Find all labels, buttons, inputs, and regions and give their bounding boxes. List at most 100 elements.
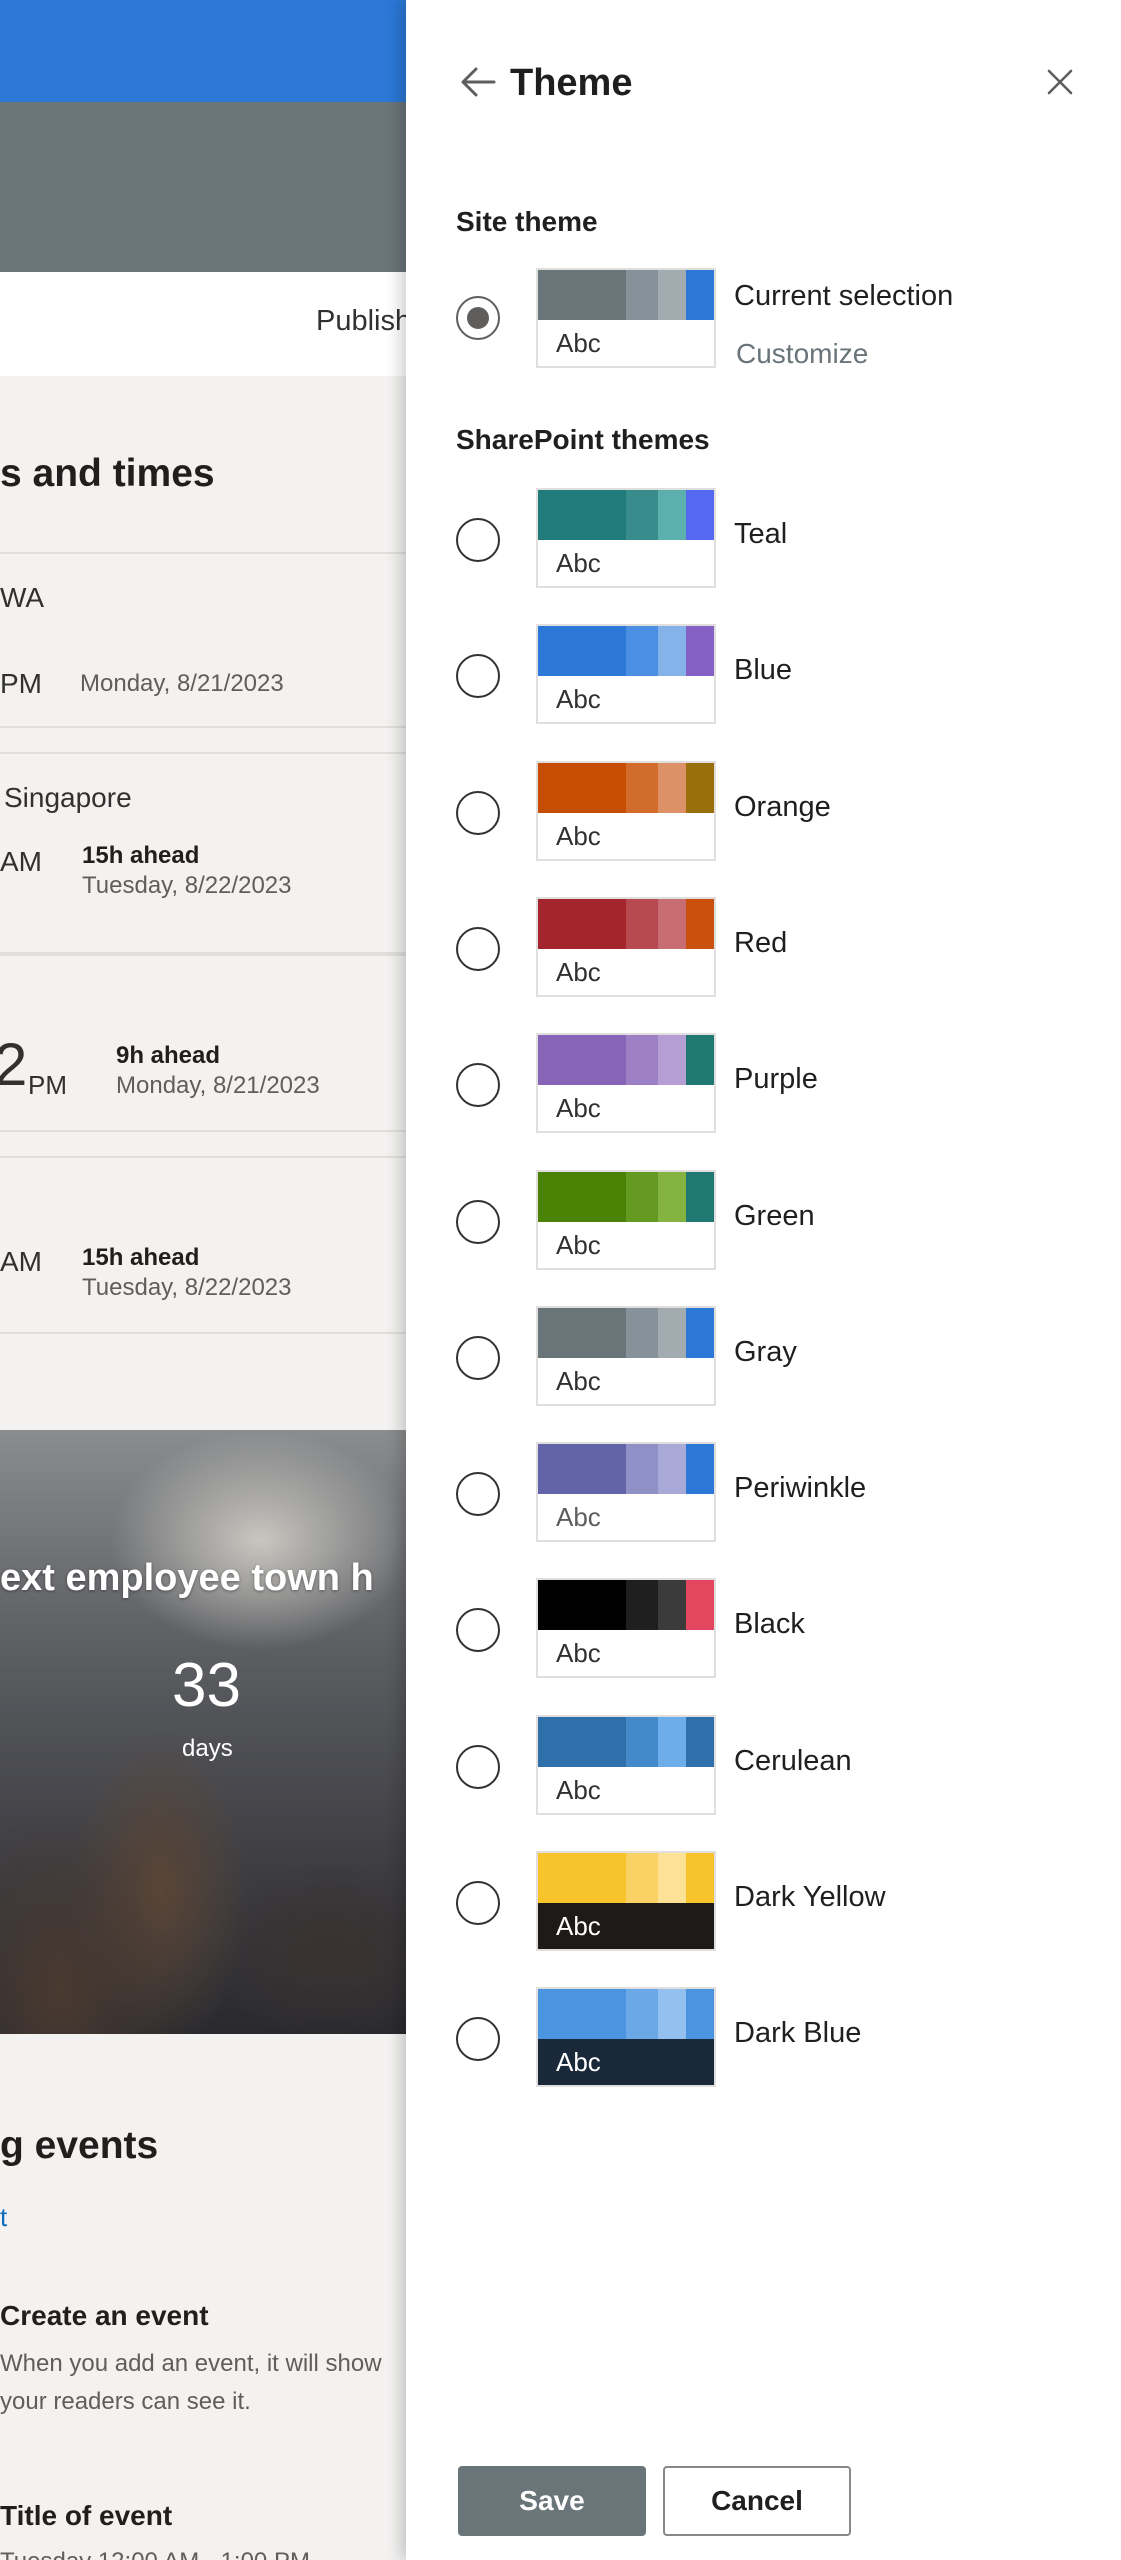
swatch-color [626,899,658,949]
timezone-card [0,954,406,1132]
swatch-sample-text: Abc [538,1085,714,1131]
swatch-color [686,1172,714,1222]
theme-radio[interactable] [456,1063,500,1107]
theme-radio[interactable] [456,1472,500,1516]
customize-link[interactable]: Customize [736,338,869,369]
countdown-hero-image [0,1430,406,2034]
theme-name: Cerulean [734,1745,852,1777]
theme-name: Dark Yellow [734,1881,886,1913]
theme-radio[interactable] [456,1881,500,1925]
theme-swatch: Abc [536,1851,716,1951]
countdown-title: ext employee town h [0,1557,374,1599]
world-clock-heading: s and times [0,452,215,495]
timezone-offset: 9h ahead [116,1042,221,1069]
timezone-date: Monday, 8/21/2023 [80,670,284,697]
theme-option-dark-yellow[interactable]: Abc Dark Yellow [456,1851,1056,1951]
theme-option-dark-blue[interactable]: Abc Dark Blue [456,1987,1056,2087]
swatch-color [658,490,686,540]
theme-option-red[interactable]: Abc Red [456,897,1056,997]
theme-name: Black [734,1608,805,1640]
theme-name: Green [734,1200,815,1232]
swatch-colors [538,1717,714,1767]
theme-option-black[interactable]: Abc Black [456,1578,1056,1678]
swatch-color [626,1717,658,1767]
timezone-ampm: PM [28,1070,67,1100]
swatch-color [658,1444,686,1494]
swatch-color [626,1853,658,1903]
timezone-date: Tuesday, 8/22/2023 [82,872,292,899]
timezone-offset: 15h ahead [82,842,200,869]
close-button[interactable] [1040,62,1080,102]
swatch-color [538,1172,626,1222]
swatch-color [626,1580,658,1630]
theme-swatch: Abc [536,1033,716,1133]
theme-radio[interactable] [456,1200,500,1244]
swatch-color [686,899,714,949]
theme-name: Purple [734,1063,818,1095]
swatch-color [658,1989,686,2039]
swatch-sample-text: Abc [538,1903,714,1949]
swatch-sample-text: Abc [538,949,714,995]
publish-button[interactable]: Publish [316,305,406,337]
swatch-color [686,270,714,320]
theme-name: Dark Blue [734,2017,862,2049]
suite-bar [0,0,406,102]
swatch-colors [538,626,714,676]
back-button[interactable] [456,60,500,104]
theme-radio[interactable] [456,296,500,340]
theme-option-cerulean[interactable]: Abc Cerulean [456,1715,1056,1815]
theme-radio[interactable] [456,927,500,971]
timezone-city: WA [0,582,45,613]
events-see-all-link[interactable]: t [0,2202,8,2232]
swatch-sample-text: Abc [538,540,714,586]
swatch-colors [538,1444,714,1494]
theme-swatch: Abc [536,1442,716,1542]
theme-radio[interactable] [456,654,500,698]
swatch-color [686,1989,714,2039]
swatch-color [686,490,714,540]
theme-swatch: Abc [536,1170,716,1270]
close-icon [1047,69,1073,95]
command-bar [0,272,406,376]
theme-name: Periwinkle [734,1472,867,1504]
timezone-card [0,752,406,954]
theme-option-orange[interactable]: Abc Orange [456,761,1056,861]
swatch-color [658,1308,686,1358]
cancel-button[interactable]: Cancel [663,2466,851,2536]
swatch-color [538,899,626,949]
swatch-color [538,1308,626,1358]
theme-radio[interactable] [456,791,500,835]
theme-radio[interactable] [456,1608,500,1652]
timezone-card [0,552,406,728]
theme-swatch: Abc [536,761,716,861]
theme-radio[interactable] [456,1336,500,1380]
theme-radio[interactable] [456,2017,500,2061]
theme-option-current[interactable]: Abc Current selection Customize [456,268,1056,369]
timezone-time: PM [0,668,42,699]
timezone-time: AM [0,1246,42,1277]
theme-option-teal[interactable]: Abc Teal [456,488,1056,588]
theme-radio[interactable] [456,518,500,562]
timezone-time-big: 2 [0,1031,28,1098]
save-button[interactable]: Save [458,2466,646,2536]
swatch-sample-text: Abc [538,1767,714,1813]
swatch-color [686,1717,714,1767]
swatch-color [686,1853,714,1903]
swatch-color [686,626,714,676]
theme-option-blue[interactable]: Abc Blue [456,624,1056,724]
theme-option-purple[interactable]: Abc Purple [456,1033,1056,1133]
theme-option-gray[interactable]: Abc Gray [456,1306,1056,1406]
swatch-colors [538,899,714,949]
theme-option-periwinkle[interactable]: Abc Periwinkle [456,1442,1056,1542]
theme-name: Teal [734,518,788,550]
theme-swatch: Abc [536,1578,716,1678]
swatch-color [658,1035,686,1085]
swatch-color [538,490,626,540]
swatch-color [658,763,686,813]
theme-radio[interactable] [456,1745,500,1789]
swatch-colors [538,1580,714,1630]
swatch-sample-text: Abc [538,1630,714,1676]
theme-option-green[interactable]: Abc Green [456,1170,1056,1270]
theme-swatch: Abc [536,1715,716,1815]
theme-name: Red [734,927,788,959]
